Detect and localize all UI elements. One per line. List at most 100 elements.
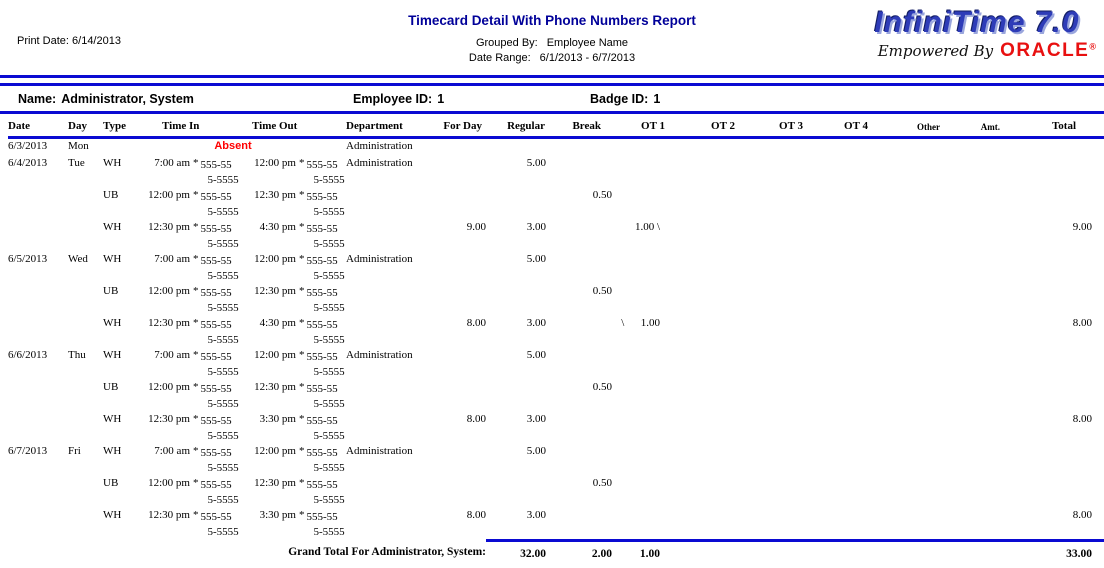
cell-break: 0.50 [592,285,612,297]
phone-marker: * [299,445,305,457]
timecard-row: 6/5/2013 Wed WH 7:00 am * 555-55 5-5555 12:00 p… [8,252,1104,284]
timecard-row: UB 12:00 pm * 555-55 5-5555 12:30 pm * 555-55 5-… [8,284,1104,316]
cell-time-in: 12:00 pm * 555-55 5-5555 [140,188,246,220]
cell-date [8,380,66,412]
timecard-row: UB 12:00 pm * 555-55 5-5555 12:30 pm * 555-55 5-… [8,476,1104,508]
phone-number: 555-55 5-5555 [200,415,239,442]
phone-number: 555-55 5-5555 [306,287,345,314]
cell-type: WH [103,317,122,329]
phone-number: 555-55 5-5555 [306,479,345,506]
cell-ot3 [750,138,818,157]
grand-total-row: Grand Total For Administrator, System: 3… [8,538,1104,568]
cell-date: 6/7/2013 [8,445,48,457]
cell-date [8,476,66,508]
registered-mark-icon: ® [1089,41,1096,52]
cell-for-day: 8.00 [466,413,486,425]
col-header-amt: Amt. [954,118,1022,139]
cell-regular: 5.00 [526,253,546,265]
cell-ot3 [750,348,818,380]
cell-other [884,220,954,252]
phone-number: 555-55 5-5555 [306,383,345,410]
cell-amt [954,476,1022,508]
cell-time-out: 12:00 pm * 555-55 5-5555 [246,348,346,380]
cell-date [8,284,66,316]
cell-break [546,220,612,252]
cell-time-in: 7:00 am * 555-55 5-5555 [140,348,246,380]
cell-other [884,138,954,157]
cell-total [1022,348,1104,380]
cell-ot3 [750,284,818,316]
cell-ot1 [612,348,680,380]
cell-department: Administration [346,445,413,457]
phone-marker: * [193,349,199,361]
col-header-department: Department [346,118,434,139]
punch-time: 7:00 am [154,445,190,457]
grouped-by-value: Employee Name [546,37,629,49]
cell-ot4 [818,284,884,316]
cell-ot2 [680,252,750,284]
cell-day [66,508,102,540]
timecard-row: 6/7/2013 Fri WH 7:00 am * 555-55 5-5555 12:00 p… [8,444,1104,476]
oracle-brand: ORACLE [1000,40,1090,61]
cell-ot1 [612,156,680,188]
cell-total: 8.00 [1072,317,1092,329]
cell-total [1022,138,1104,157]
cell-for-day [434,252,486,284]
cell-ot3 [750,412,818,444]
cell-ot3 [750,380,818,412]
cell-day: Wed [68,253,88,265]
cell-type: WH [103,253,122,265]
employee-id: Employee ID: 1 [353,92,445,106]
phone-number: 555-55 5-5555 [306,351,345,378]
phone-marker: * [193,157,199,169]
cell-type [102,138,140,157]
cell-day [66,220,102,252]
cell-for-day [434,380,486,412]
logo-tagline: Empowered By [877,42,994,60]
punch-time: 12:30 pm [148,221,190,233]
phone-number: 555-55 5-5555 [200,191,239,218]
cell-break [546,444,612,476]
cell-regular [486,188,546,220]
cell-ot4 [818,380,884,412]
phone-marker: * [299,381,305,393]
badge-id: Badge ID: 1 [590,92,661,106]
cell-time-in: 12:30 pm * 555-55 5-5555 [140,220,246,252]
punch-time: 12:30 pm [148,413,190,425]
cell-date: 6/3/2013 [8,140,48,152]
timecard-row: UB 12:00 pm * 555-55 5-5555 12:30 pm * 555-55 5-… [8,188,1104,220]
col-header-date: Date [8,118,66,139]
cell-ot2 [680,284,750,316]
cell-date [8,412,66,444]
cell-ot4 [818,138,884,157]
cell-break [546,252,612,284]
cell-time-out: 3:30 pm * 555-55 5-5555 [246,508,346,540]
cell-break: 0.50 [592,381,612,393]
cell-time-out: 12:30 pm * 555-55 5-5555 [246,284,346,316]
grand-total-ot3 [750,538,818,568]
cell-other [884,348,954,380]
col-header-type: Type [102,118,140,139]
date-range-label: Date Range: [468,52,531,64]
punch-time: 7:00 am [154,157,190,169]
cell-break: 0.50 [592,189,612,201]
date-range-line: Date Range: 6/1/2013 - 6/7/2013 [0,52,1104,64]
cell-total [1022,156,1104,188]
col-header-ot2: OT 2 [680,118,750,139]
cell-regular: 3.00 [526,509,546,521]
punch-time: 12:00 pm [148,381,190,393]
cell-department [346,412,434,444]
phone-number: 555-55 5-5555 [200,479,239,506]
cell-date: 6/4/2013 [8,157,48,169]
cell-ot1 [612,284,680,316]
cell-break [546,316,612,348]
infinitime-logo: InfiniTime 7.0 Empowered By ORACLE® [858,7,1096,62]
cell-date [8,220,66,252]
punch-time: 12:30 pm [254,285,296,297]
cell-total [1022,380,1104,412]
phone-marker: * [299,317,305,329]
phone-marker: * [299,349,305,361]
cell-ot3 [750,156,818,188]
cell-day: Fri [68,445,81,457]
